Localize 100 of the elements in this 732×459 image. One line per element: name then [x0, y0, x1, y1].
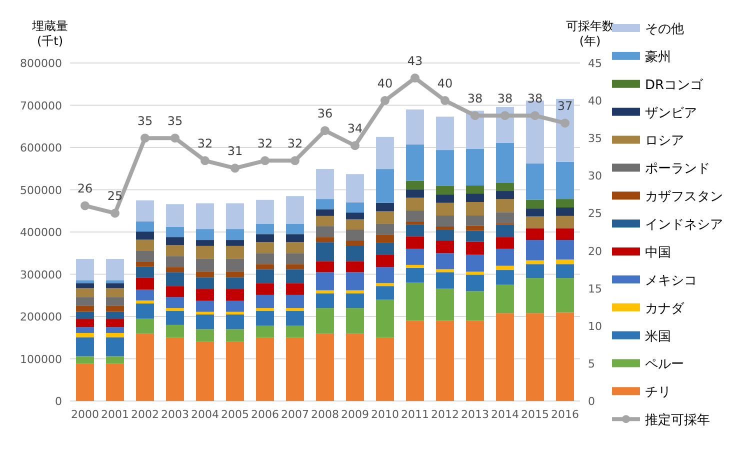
bar: [346, 272, 364, 290]
bar: [496, 270, 514, 285]
bar: [346, 290, 364, 294]
bar: [406, 282, 424, 321]
bar: [466, 291, 484, 321]
bar: [286, 196, 304, 224]
legend-label: 豪州: [645, 50, 671, 65]
point: [350, 141, 360, 150]
bar: [556, 228, 574, 240]
data-label: 26: [77, 182, 93, 196]
bar: [496, 266, 514, 270]
bar: [106, 312, 124, 320]
y2-tick-label: 15: [588, 282, 602, 296]
y2-axis-title: 可採年数 (年): [566, 19, 614, 48]
y2-tick-label: 5: [588, 357, 595, 370]
bar: [316, 242, 334, 262]
data-label: 37: [557, 99, 573, 114]
bar: [256, 294, 274, 308]
bar: [226, 289, 244, 301]
x-tick-label: 2013: [461, 408, 489, 421]
bar: [106, 337, 124, 356]
legend-label: 中国: [645, 245, 671, 260]
bar: [226, 342, 244, 401]
bar: [166, 226, 184, 238]
bar: [256, 308, 274, 312]
bar: [346, 333, 364, 401]
bar: [106, 319, 124, 328]
point: [230, 164, 240, 173]
bar: [256, 311, 274, 326]
bar: [376, 169, 394, 203]
data-label: 32: [197, 136, 213, 151]
x-tick-label: 2001: [101, 408, 129, 421]
bar: [346, 246, 364, 262]
point: [110, 208, 120, 218]
bar: [466, 242, 484, 255]
bar: [136, 200, 154, 222]
bar: [196, 289, 214, 301]
bar: [496, 191, 514, 200]
bar: [556, 199, 574, 208]
data-label: 34: [347, 122, 363, 136]
bar: [286, 224, 304, 234]
bar: [346, 229, 364, 240]
bar: [316, 333, 334, 401]
bar: [166, 308, 184, 312]
bar: [436, 272, 454, 289]
data-label: 32: [287, 136, 303, 151]
bar: [496, 224, 514, 238]
bar: [76, 319, 94, 328]
bar: [226, 300, 244, 312]
bar: [346, 202, 364, 213]
x-tick-label: 2004: [191, 408, 219, 421]
x-tick-label: 2003: [161, 408, 189, 421]
legend-label: ザンビア: [645, 106, 697, 121]
bar: [346, 219, 364, 230]
bar: [166, 267, 184, 272]
y-axis-title: 埋蔵量 (千t): [31, 19, 68, 48]
bar: [376, 136, 394, 170]
bar: [466, 202, 484, 216]
bar: [406, 268, 424, 283]
legend-label: カザフスタン: [645, 190, 723, 205]
bar: [106, 283, 124, 288]
bar: [136, 278, 154, 290]
bar: [346, 261, 364, 272]
bar: [376, 283, 394, 286]
bar: [346, 308, 364, 334]
y2-tick-label: 45: [588, 57, 602, 70]
bar: [436, 116, 454, 150]
bar: [286, 294, 304, 308]
data-label: 32: [257, 136, 273, 151]
bar: [136, 250, 154, 262]
y2-tick-label: 20: [588, 244, 602, 258]
bar: [376, 338, 394, 401]
bar: [406, 224, 424, 236]
data-label: 31: [227, 144, 243, 158]
x-tick-label: 2000: [71, 408, 99, 421]
bar: [436, 229, 454, 240]
data-label: 35: [167, 114, 183, 128]
bar: [406, 198, 424, 210]
bar: [226, 203, 244, 230]
bar: [496, 199, 514, 212]
point: [380, 96, 390, 106]
bar: [496, 237, 514, 249]
bar: [526, 216, 544, 228]
bar: [166, 338, 184, 401]
x-tick-label: 2006: [251, 408, 279, 421]
bar: [196, 277, 214, 290]
point: [530, 111, 540, 120]
bar: [316, 237, 334, 242]
bar: [166, 324, 184, 338]
y2-tick-label: 25: [588, 207, 602, 220]
bar: [526, 260, 544, 264]
bar: [376, 242, 394, 254]
bar: [496, 142, 514, 183]
bar: [76, 364, 94, 401]
bar: [376, 254, 394, 268]
bar: [286, 338, 304, 401]
bar: [166, 256, 184, 268]
bar: [406, 210, 424, 222]
bar: [346, 240, 364, 246]
bar: [316, 199, 334, 210]
